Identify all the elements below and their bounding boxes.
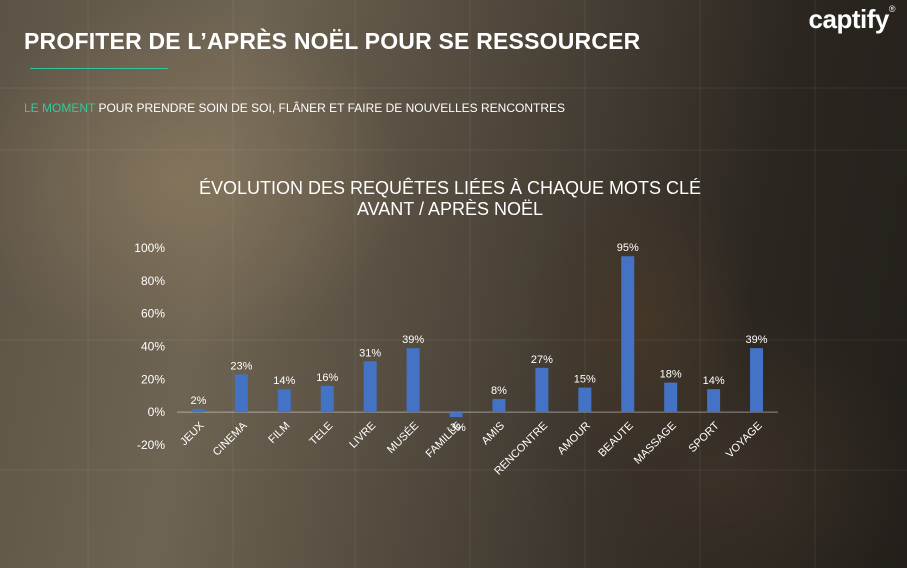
chart-title-line-1: ÉVOLUTION DES REQUÊTES LIÉES À CHAQUE MO… [198, 178, 702, 198]
x-tick-label: FAMILLE [424, 420, 464, 460]
x-tick-label: LIVRE [347, 420, 378, 451]
logo-text: captify [808, 4, 890, 34]
y-tick-label: 40% [141, 340, 165, 354]
x-tick-label: SPORT [687, 420, 722, 455]
data-label: 15% [574, 374, 596, 386]
data-label: 14% [703, 375, 725, 387]
data-label: 39% [746, 334, 768, 346]
page-subtitle: LE MOMENT POUR PRENDRE SOIN DE SOI, FLÂN… [24, 101, 565, 115]
data-label: 39% [402, 334, 424, 346]
data-label: 16% [316, 372, 338, 384]
bar-massage [664, 382, 678, 413]
page-title: PROFITER DE L’APRÈS NOËL POUR SE RESSOUR… [24, 28, 641, 54]
bar-musée [406, 348, 420, 413]
chart-title-line-2: AVANT / APRÈS NOËL [356, 199, 544, 219]
data-label: 23% [230, 360, 252, 372]
bar-rencontre [535, 367, 549, 413]
x-tick-label: FILM [266, 420, 292, 446]
x-tick-label: AMOUR [555, 420, 592, 457]
bar-famille [449, 412, 463, 418]
bar-beaute [621, 256, 635, 413]
data-label: 8% [491, 385, 507, 397]
bar-film [277, 389, 291, 413]
data-label: 2% [191, 395, 207, 407]
bar-amis [492, 399, 506, 413]
x-tick-label: VOYAGE [724, 420, 765, 461]
registered-mark: ® [888, 4, 896, 14]
data-label: -3% [446, 422, 466, 434]
y-tick-label: 80% [141, 274, 165, 288]
y-tick-label: -20% [137, 438, 165, 452]
data-label: 31% [359, 347, 381, 359]
y-tick-label: 100% [134, 241, 165, 255]
captify-logo: captify® [808, 4, 896, 35]
y-tick-label: 20% [141, 372, 165, 386]
bar-tele [320, 385, 334, 413]
bar-livre [363, 361, 377, 413]
bar-jeux [191, 408, 205, 413]
bar-voyage [750, 348, 764, 413]
data-label: 18% [660, 369, 682, 381]
title-underline [30, 68, 168, 69]
x-tick-label: JEUX [178, 419, 207, 448]
bar-sport [707, 389, 721, 413]
data-label: 27% [531, 354, 553, 366]
data-label: 14% [273, 375, 295, 387]
x-tick-label: TELE [307, 420, 335, 448]
y-tick-label: 60% [141, 307, 165, 321]
bar-amour [578, 387, 592, 413]
x-tick-label: AMIS [480, 420, 508, 448]
subtitle-highlight: LE MOMENT [24, 101, 96, 115]
x-tick-label: CINEMA [211, 419, 250, 458]
y-tick-label: 0% [148, 405, 166, 419]
bar-cinema [234, 374, 248, 413]
x-tick-label: BEAUTE [596, 420, 636, 460]
x-tick-label: MUSÉE [384, 419, 421, 456]
x-tick-label: MASSAGE [632, 420, 679, 467]
data-label: 95% [617, 242, 639, 254]
subtitle-text: POUR PRENDRE SOIN DE SOI, FLÂNER ET FAIR… [95, 101, 565, 115]
